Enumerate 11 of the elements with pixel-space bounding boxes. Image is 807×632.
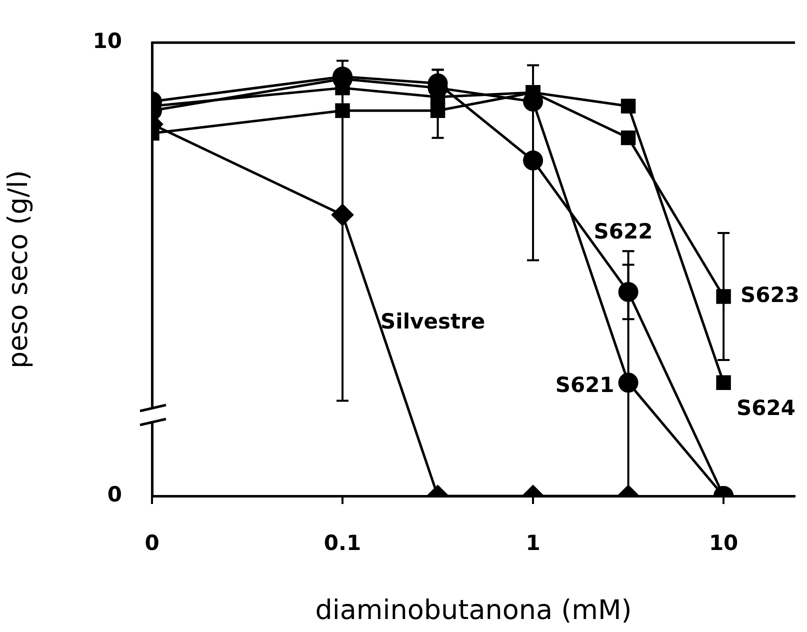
x-axis-title: diaminobutanona (mM)	[315, 594, 632, 626]
series-label: Silvestre	[380, 309, 486, 334]
x-tick-label: 1	[526, 531, 540, 556]
series-label: S623	[740, 282, 800, 307]
x-tick-label: 10	[708, 531, 738, 556]
series-label: S622	[594, 219, 653, 244]
y-axis-title: peso seco (g/l)	[3, 170, 34, 368]
x-tick-label: 0.1	[324, 531, 362, 556]
x-tick-label: 0	[144, 531, 160, 556]
series-label: S621	[555, 373, 614, 398]
series-label: S624	[736, 396, 796, 420]
